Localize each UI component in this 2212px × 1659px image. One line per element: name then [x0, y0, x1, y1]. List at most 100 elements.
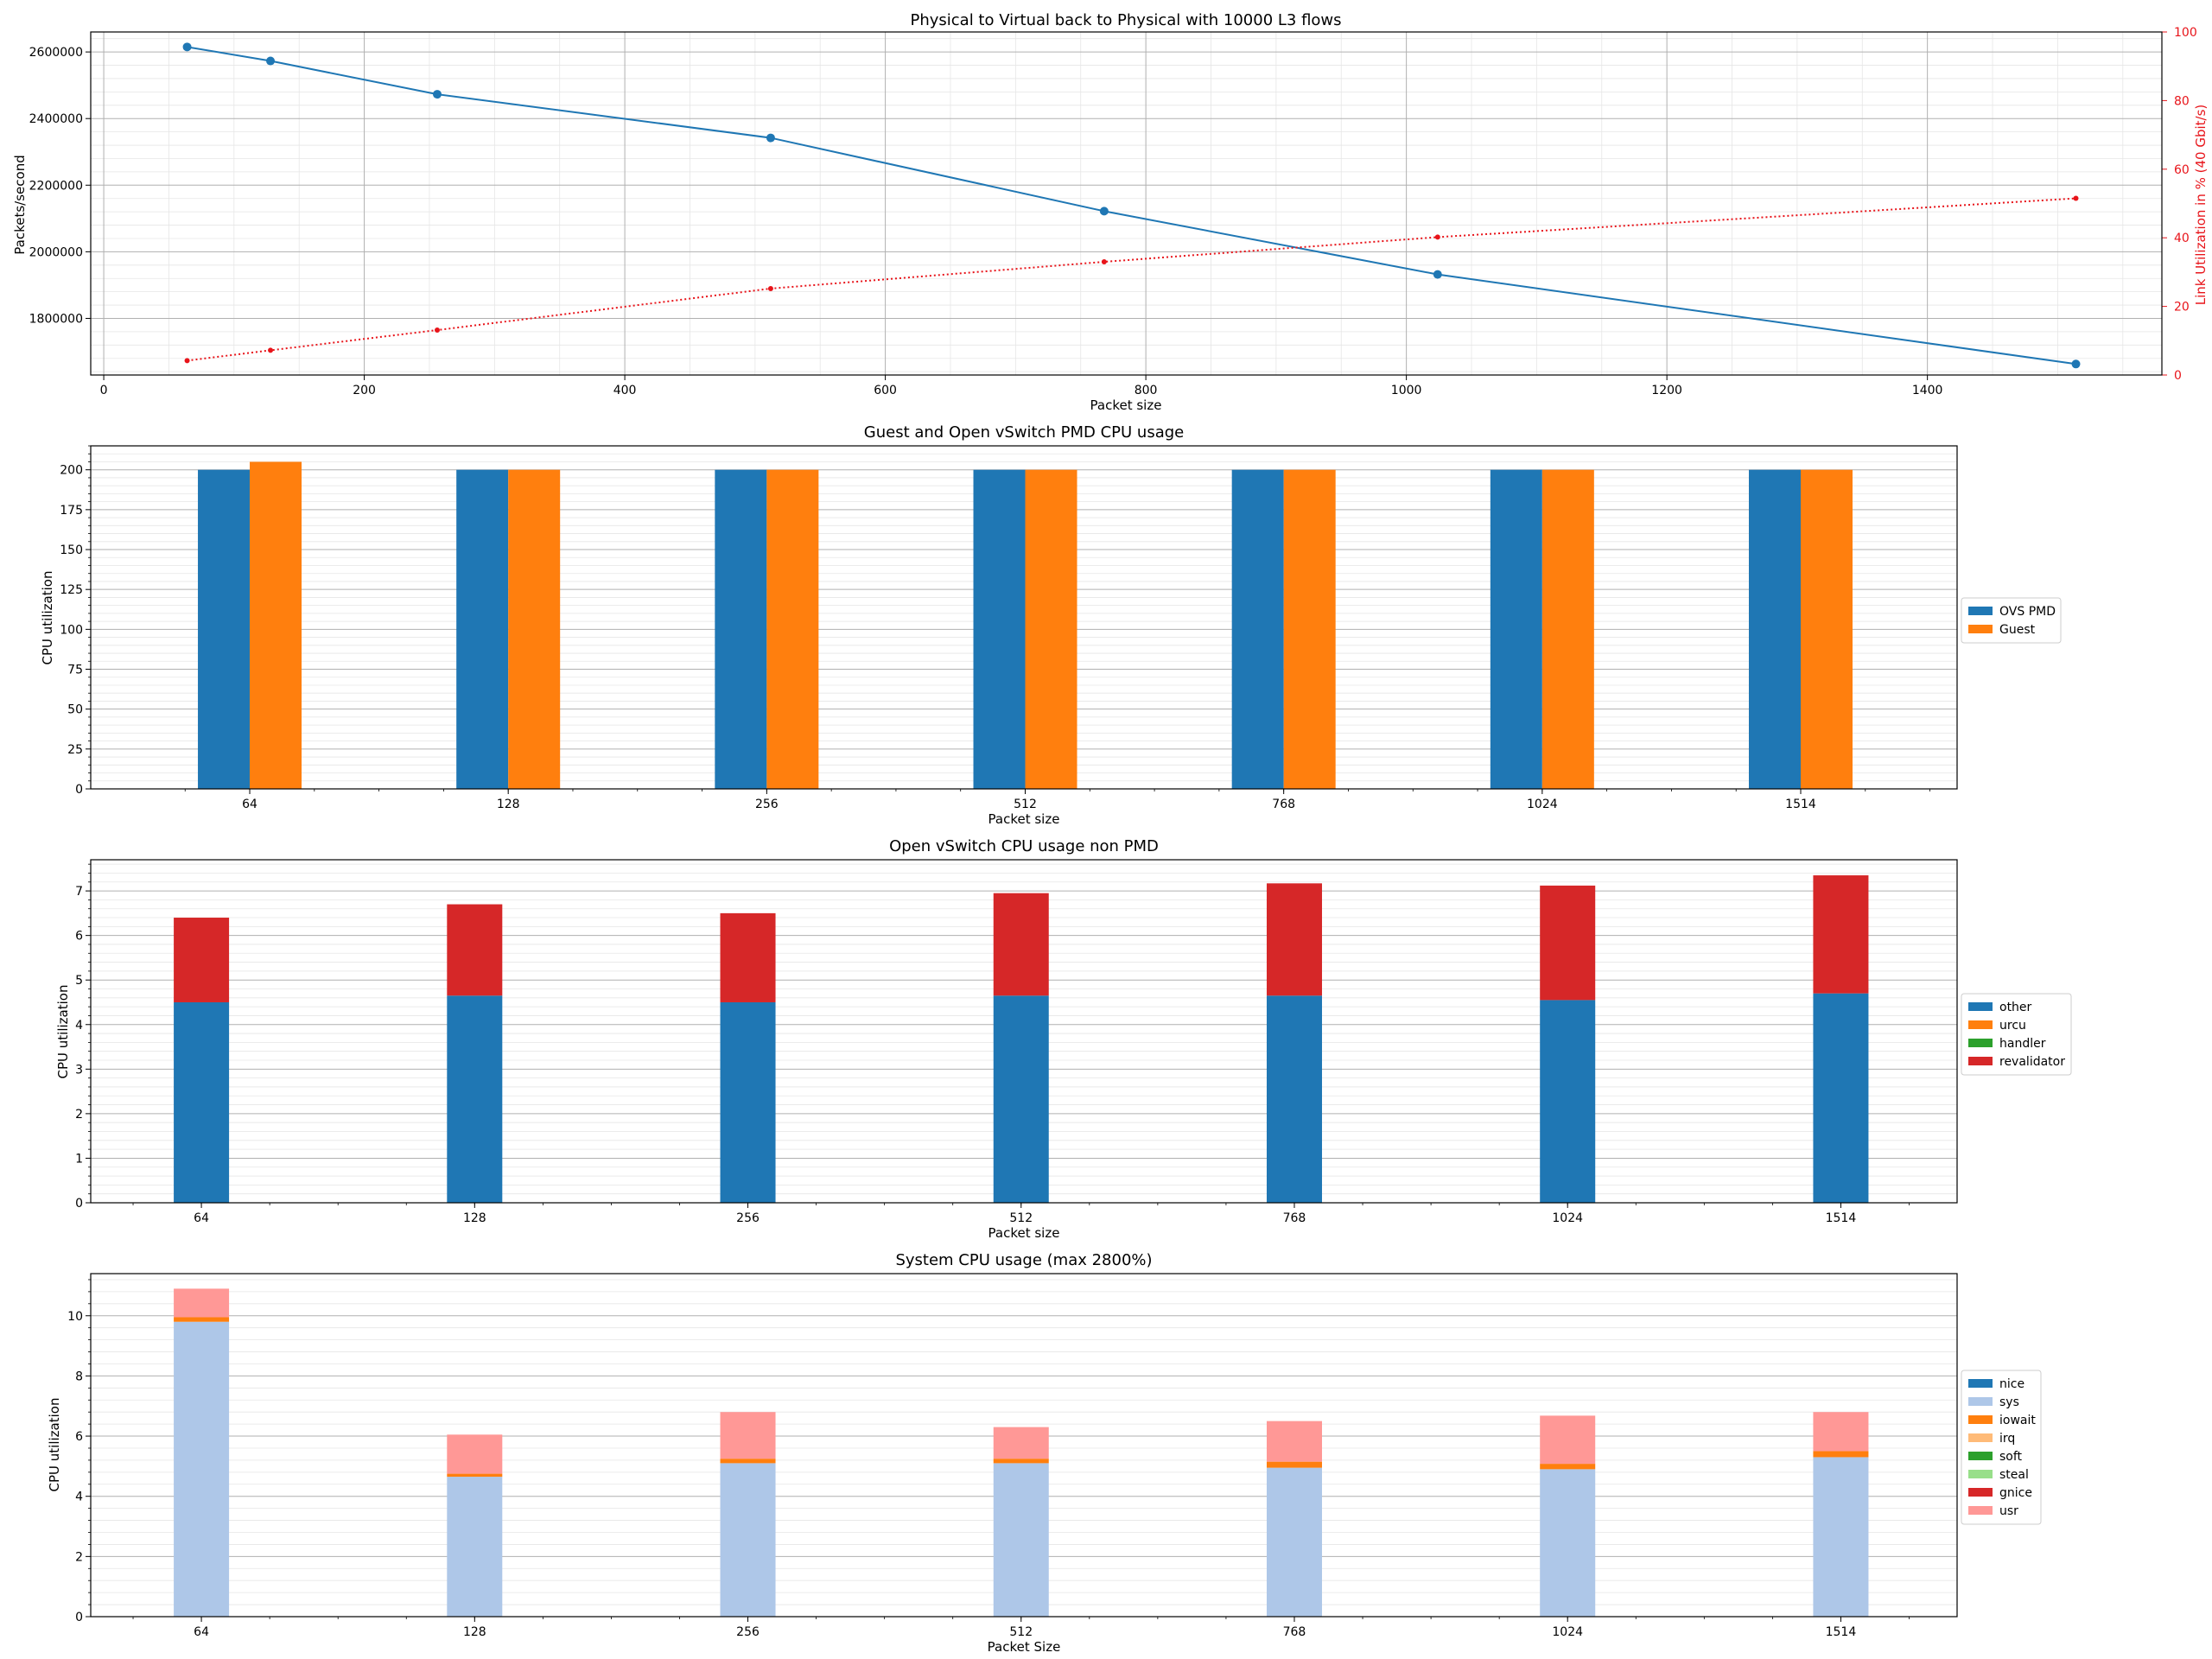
y-tick-label: 4: [75, 1491, 83, 1504]
y-tick-label: 125: [60, 583, 83, 597]
bar-usr: [447, 1434, 503, 1474]
bar-guest: [508, 469, 561, 789]
chart1-plot-frame: [90, 31, 2163, 376]
legend-swatch-other: [1968, 1002, 1993, 1011]
x-tick-label: 128: [463, 1211, 486, 1225]
link-utilization-point: [268, 347, 274, 353]
legend-frame: [1961, 993, 2072, 1076]
bar-iowait: [1813, 1451, 1869, 1458]
x-tick-label: 1000: [1391, 384, 1422, 397]
x-tick-label: 600: [874, 384, 897, 397]
chart3-title: Open vSwitch CPU usage non PMD: [889, 837, 1159, 855]
bar-guest: [1283, 469, 1336, 789]
bar-revalidator: [993, 893, 1049, 996]
packets-per-second-chart: Physical to Virtual back to Physical wit…: [12, 11, 2209, 413]
chart4-y-axis-label: CPU utilization: [47, 1398, 62, 1492]
y-tick-label: 175: [60, 504, 83, 518]
y-tick-label: 150: [60, 543, 83, 557]
y2-tick-label: 60: [2174, 163, 2190, 177]
bar-guest: [766, 469, 819, 789]
bar-other: [993, 995, 1049, 1203]
bar-iowait: [447, 1473, 503, 1478]
bar-guest: [1800, 469, 1853, 789]
chart3-x-axis-label: Packet size: [988, 1225, 1060, 1241]
y-tick-label: 7: [75, 885, 83, 899]
legend-swatch-soft: [1968, 1452, 1993, 1460]
x-tick-label: 128: [497, 798, 520, 811]
bar-usr: [1813, 1412, 1869, 1452]
bar-iowait: [1266, 1461, 1322, 1468]
chart2-y-axis-label: CPU utilization: [40, 571, 55, 665]
chart1-y-axis-label: Packets/second: [12, 155, 28, 254]
legend-label-sys: sys: [1999, 1395, 2019, 1409]
y-tick-label: 10: [67, 1310, 83, 1324]
y-tick-label: 8: [75, 1370, 83, 1383]
x-tick-label: 64: [194, 1211, 209, 1225]
chart1-title: Physical to Virtual back to Physical wit…: [910, 11, 1341, 29]
legend-swatch-nice: [1968, 1379, 1993, 1388]
x-tick-label: 1024: [1552, 1625, 1583, 1639]
bar-ovs-pmd: [715, 469, 767, 789]
bar-iowait: [993, 1459, 1049, 1464]
packets-per-second-point: [1099, 207, 1109, 216]
bar-iowait: [1540, 1464, 1596, 1470]
bar-revalidator: [720, 912, 776, 1002]
y-tick-label: 200: [60, 464, 83, 478]
legend-label-gnice: gnice: [1999, 1486, 2032, 1500]
link-utilization-point: [435, 327, 441, 333]
legend-label-nice: nice: [1999, 1377, 2024, 1391]
bar-guest: [250, 461, 302, 789]
legend-label-urcu: urcu: [1999, 1019, 2026, 1033]
x-tick-label: 256: [755, 798, 779, 811]
legend-swatch-usr: [1968, 1506, 1993, 1515]
y-tick-label: 6: [75, 1430, 83, 1444]
packets-per-second-point: [1433, 270, 1442, 279]
legend-swatch-irq: [1968, 1433, 1993, 1442]
system-cpu-usage-chart: System CPU usage (max 2800%) 0 2 4 6 8 10 64 12…: [47, 1251, 2042, 1655]
x-tick-label: 256: [736, 1625, 760, 1639]
legend-label-soft: soft: [1999, 1450, 2023, 1464]
bar-revalidator: [447, 904, 503, 996]
x-tick-label: 64: [242, 798, 257, 811]
legend-label-OVS PMD: OVS PMD: [1999, 605, 2056, 619]
ovs-non-pmd-cpu-chart: Open vSwitch CPU usage non PMD 012345676…: [55, 837, 2072, 1241]
legend-label-usr: usr: [1999, 1504, 2018, 1518]
bar-usr: [174, 1288, 230, 1318]
x-tick-label: 1514: [1785, 798, 1816, 811]
y-tick-label: 75: [67, 664, 83, 677]
packets-per-second-line: [187, 46, 2076, 365]
legend-frame: [1961, 1370, 2042, 1525]
legend-swatch-revalidator: [1968, 1057, 1993, 1065]
x-tick-label: 768: [1283, 1211, 1306, 1225]
pmd-cpu-usage-chart: Guest and Open vSwitch PMD CPU usage 0 25…: [40, 423, 2062, 827]
bar-other: [1266, 995, 1322, 1203]
chart2-legend: OVS PMD Guest: [1961, 597, 2062, 644]
x-tick-label: 200: [353, 384, 376, 397]
x-tick-label: 64: [194, 1625, 209, 1639]
legend-swatch-OVS PMD: [1968, 607, 1993, 615]
bar-other: [1813, 993, 1869, 1203]
y-tick-label: 0: [75, 783, 83, 797]
chart4-legend: nice sys iowait irq soft steal gnice usr: [1961, 1370, 2042, 1525]
legend-swatch-iowait: [1968, 1415, 1993, 1424]
legend-label-iowait: iowait: [1999, 1414, 2036, 1427]
bar-usr: [1540, 1415, 1596, 1465]
chart1-y2-axis-label: Link Utilization in % (40 Gbit/s): [2193, 105, 2209, 306]
legend-swatch-handler: [1968, 1039, 1993, 1047]
y-tick-label: 2600000: [29, 46, 83, 60]
x-tick-label: 1400: [1912, 384, 1943, 397]
legend-swatch-gnice: [1968, 1488, 1993, 1497]
legend-swatch-Guest: [1968, 625, 1993, 633]
bar-other: [1540, 1000, 1596, 1203]
chart3-legend: other urcu handler revalidator: [1961, 993, 2072, 1076]
y-tick-label: 50: [67, 703, 83, 717]
y-tick-label: 2: [75, 1108, 83, 1122]
chart2-plot-frame: [90, 445, 1958, 790]
y-tick-label: 0: [75, 1197, 83, 1211]
bar-other: [447, 995, 503, 1203]
chart2-x-axis-label: Packet size: [988, 811, 1060, 827]
bar-usr: [720, 1412, 776, 1459]
packets-per-second-point: [2071, 359, 2081, 369]
y-tick-label: 25: [67, 743, 83, 757]
bar-sys: [174, 1321, 230, 1617]
